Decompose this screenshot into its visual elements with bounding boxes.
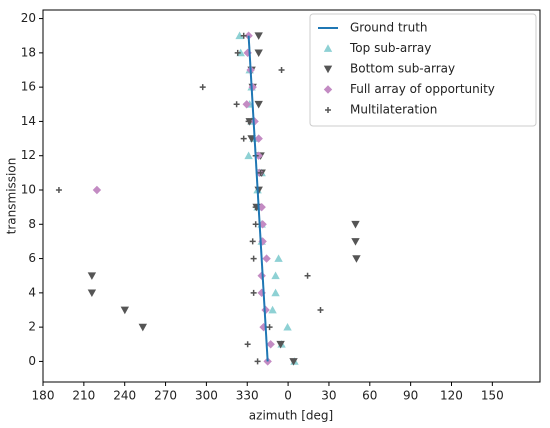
marker <box>262 254 271 263</box>
marker <box>351 220 360 229</box>
y-tick-label: 4 <box>28 285 36 299</box>
y-tick-label: 8 <box>28 217 36 231</box>
marker <box>266 324 273 331</box>
marker <box>244 341 251 348</box>
marker <box>271 271 280 280</box>
marker <box>252 221 259 228</box>
legend-box <box>309 13 537 127</box>
x-axis-label: azimuth [deg] <box>249 409 333 423</box>
marker <box>289 358 298 366</box>
marker <box>352 255 361 263</box>
marker <box>250 289 257 296</box>
marker <box>351 238 360 246</box>
marker <box>257 169 264 176</box>
y-tick-label: 20 <box>21 11 36 25</box>
marker <box>323 85 333 94</box>
legend-label: Bottom sub-array <box>350 62 455 76</box>
marker <box>250 255 257 262</box>
marker <box>268 305 277 314</box>
marker <box>245 118 252 125</box>
marker <box>323 44 333 52</box>
legend-label: Full array of opportunity <box>350 82 495 96</box>
y-tick-label: 0 <box>28 354 36 368</box>
marker <box>325 107 331 113</box>
marker <box>120 306 130 315</box>
marker <box>240 135 247 142</box>
legend-label: Ground truth <box>350 21 428 35</box>
marker <box>323 65 333 74</box>
legend-label: Multilateration <box>350 103 437 117</box>
x-tick-label: 270 <box>154 389 177 403</box>
marker <box>254 358 261 365</box>
y-tick-label: 18 <box>21 45 36 59</box>
marker <box>92 185 102 195</box>
x-tick-label: 180 <box>32 389 55 403</box>
marker <box>249 238 256 245</box>
marker <box>254 32 263 40</box>
x-tick-label: 210 <box>72 389 95 403</box>
x-tick-label: 60 <box>362 389 377 403</box>
marker <box>233 101 240 108</box>
marker <box>254 134 263 143</box>
y-tick-label: 6 <box>28 251 36 265</box>
y-tick-label: 10 <box>21 183 36 197</box>
x-tick-label: 300 <box>195 389 218 403</box>
marker <box>283 322 292 331</box>
marker <box>242 100 251 109</box>
x-tick-label: 90 <box>403 389 418 403</box>
marker <box>55 187 62 193</box>
marker <box>274 254 283 262</box>
marker <box>317 307 324 313</box>
line <box>247 35 269 362</box>
marker <box>199 84 206 91</box>
marker <box>304 272 311 279</box>
marker <box>254 49 263 58</box>
x-tick-label: 150 <box>481 389 504 403</box>
marker <box>278 67 285 73</box>
marker <box>138 323 148 332</box>
marker <box>235 31 244 40</box>
marker <box>87 272 97 280</box>
legend: Ground truth Top sub-array Bottom sub-arra… <box>309 13 537 127</box>
y-tick-label: 16 <box>21 80 36 94</box>
marker <box>234 49 241 56</box>
y-tick-label: 2 <box>28 320 36 334</box>
x-tick-label: 240 <box>113 389 136 403</box>
marker <box>244 151 253 160</box>
y-axis-label: transmission <box>5 158 19 235</box>
marker <box>276 340 285 349</box>
x-tick-label: 120 <box>440 389 463 403</box>
y-tick-label: 14 <box>21 114 36 128</box>
x-tick-label: 330 <box>236 389 259 403</box>
legend-label: Top sub-array <box>349 41 431 55</box>
marker <box>87 289 97 298</box>
plot-frame <box>42 9 541 383</box>
x-tick-label: 0 <box>284 389 292 403</box>
marker <box>271 288 280 297</box>
y-tick-label: 12 <box>21 148 36 162</box>
marker <box>263 357 272 366</box>
marker <box>266 340 275 349</box>
x-tick-label: 30 <box>321 389 336 403</box>
marker <box>254 100 263 109</box>
marker <box>240 32 247 39</box>
